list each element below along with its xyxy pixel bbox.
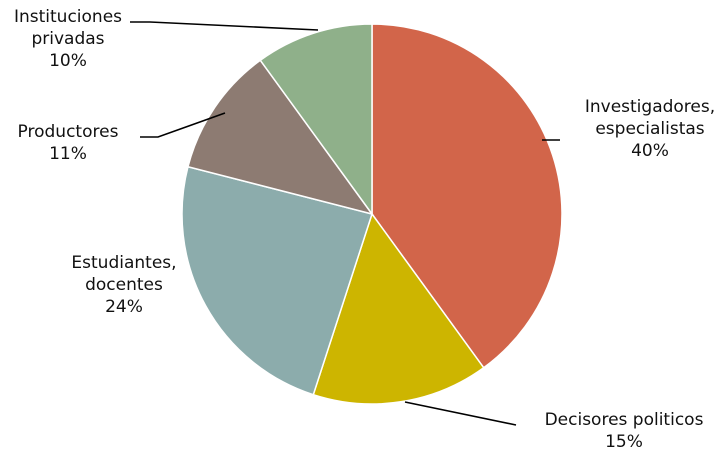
data-label-decisores-politicos: Decisores politicos 15% bbox=[545, 410, 704, 452]
data-label-estudiantes-docentes: Estudiantes, docentes 24% bbox=[71, 253, 176, 317]
leader-line-instituciones-privadas bbox=[130, 21, 319, 31]
data-label-instituciones-privadas: Instituciones privadas 10% bbox=[14, 7, 122, 71]
pie-slice-decisores-politicos bbox=[312, 212, 485, 405]
leader-lines-layer bbox=[130, 21, 560, 426]
data-labels-layer: Investigadores, especialistas 40% Decisores… bbox=[14, 7, 715, 452]
pie-slice-estudiantes-docentes bbox=[181, 165, 373, 396]
pie-slice-instituciones-privadas bbox=[259, 23, 373, 217]
data-label-productores: Productores 11% bbox=[18, 122, 119, 164]
pie-slice-productores bbox=[187, 59, 374, 216]
leader-line-decisores-politicos bbox=[404, 401, 517, 426]
pie-slice-investigadores-especialistas bbox=[371, 23, 563, 369]
leader-line-productores bbox=[140, 112, 226, 138]
data-label-investigadores-especialistas: Investigadores, especialistas 40% bbox=[585, 97, 715, 161]
slices-layer bbox=[181, 23, 563, 405]
